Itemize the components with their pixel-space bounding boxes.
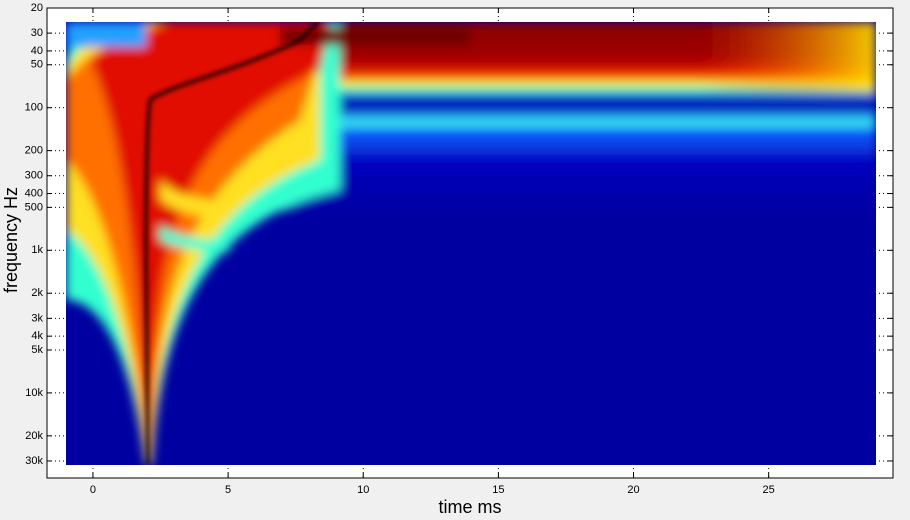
y-tick-label: 30 [31,27,43,39]
plot-frame [46,7,894,479]
x-axis-label: time ms [439,497,502,517]
y-tick-label: 50 [31,59,43,71]
y-tick-label: 4k [31,330,43,342]
y-tick-label: 20k [25,430,43,442]
spectrogram-image [66,22,876,465]
y-tick-label: 100 [25,102,43,114]
x-tick-label: 25 [763,484,775,496]
x-tick-label: 20 [627,484,639,496]
y-tick-label: 30k [25,455,43,467]
y-tick-label: 40 [31,45,43,57]
y-tick-label: 200 [25,145,43,157]
x-tick-label: 10 [357,484,369,496]
y-tick-label: 300 [25,170,43,182]
y-tick-label: 5k [31,344,43,356]
y-tick-label: 3k [31,312,43,324]
x-tick-label: 5 [225,484,231,496]
y-tick-label: 1k [31,244,43,256]
y-tick-label: 400 [25,187,43,199]
y-tick-label: 2k [31,287,43,299]
x-tick-label: 15 [492,484,504,496]
y-axis-label: frequency Hz [1,187,21,293]
y-tick-label: 20 [31,2,43,14]
y-tick-label: 500 [25,201,43,213]
x-tick-label: 0 [90,484,96,496]
y-tick-label: 10k [25,387,43,399]
